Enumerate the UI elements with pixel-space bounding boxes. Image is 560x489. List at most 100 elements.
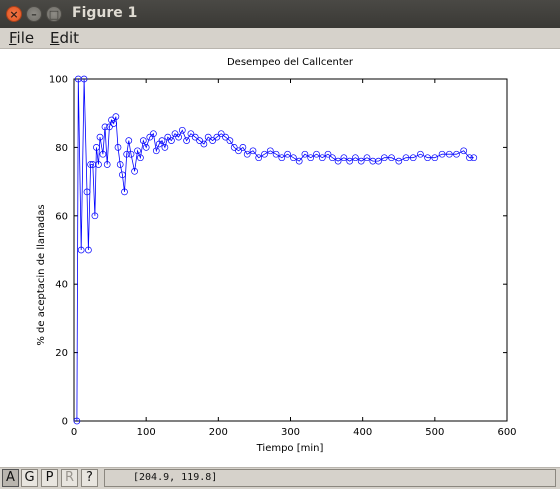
data-point [80, 75, 88, 83]
data-point [204, 133, 212, 141]
window-title: Figure 1 [72, 5, 138, 21]
toolbar-button-a[interactable]: A [2, 469, 19, 487]
data-point [142, 144, 150, 151]
data-point [146, 133, 154, 141]
data-point [375, 157, 382, 165]
data-point [417, 150, 424, 158]
data-point [134, 147, 141, 155]
toolbar-button-g[interactable]: G [21, 469, 38, 487]
data-point [453, 150, 460, 158]
y-axis-label: % de aceptacin de llamadas [36, 204, 47, 345]
data-point [466, 154, 473, 162]
axes-frame [73, 78, 508, 422]
data-point [187, 130, 195, 138]
data-point [85, 246, 92, 254]
y-tick-label: 100 [49, 75, 68, 86]
data-point [346, 157, 354, 165]
data-point [93, 144, 100, 151]
data-point [470, 154, 478, 162]
series-line [76, 78, 474, 422]
data-point [249, 147, 257, 155]
data-point [460, 147, 468, 155]
data-point [243, 150, 251, 158]
data-point [209, 137, 216, 144]
x-tick-label: 300 [281, 427, 300, 438]
data-point [123, 150, 131, 158]
data-point [150, 130, 157, 138]
data-point [114, 144, 122, 151]
data-point [200, 140, 208, 148]
toolbar-button-p[interactable]: P [41, 469, 58, 487]
data-point [175, 133, 182, 141]
data-point [95, 161, 102, 168]
data-point [438, 150, 446, 158]
x-tick-label: 200 [209, 427, 228, 438]
toolbar-button-help[interactable]: ? [81, 469, 98, 487]
data-point [139, 137, 147, 144]
data-point [255, 154, 263, 162]
data-point [340, 154, 348, 162]
data-point [125, 137, 133, 144]
data-point [168, 137, 175, 144]
data-point [191, 133, 199, 141]
data-point [119, 171, 126, 179]
menu-edit[interactable]: Edit [50, 29, 79, 47]
y-tick-label: 20 [55, 348, 68, 359]
maximize-icon[interactable]: □ [46, 6, 62, 22]
y-tick-label: 80 [55, 143, 68, 154]
data-point [295, 157, 303, 165]
toolbar-button-r: R [61, 469, 78, 487]
data-point [91, 212, 99, 220]
data-point [334, 157, 342, 165]
data-point [272, 150, 280, 158]
data-point [73, 417, 81, 425]
x-tick-label: 100 [137, 427, 156, 438]
data-point [127, 150, 135, 158]
data-point [278, 154, 286, 162]
data-point [137, 154, 144, 162]
menu-edit-label: dit [59, 29, 80, 47]
data-point [388, 154, 395, 162]
data-point [307, 154, 315, 162]
menu-file[interactable]: File [9, 29, 34, 47]
data-point [103, 161, 111, 168]
data-point [178, 126, 186, 134]
data-point [152, 147, 160, 155]
data-point [329, 154, 336, 162]
data-point [239, 144, 247, 151]
close-icon[interactable]: × [6, 6, 22, 22]
data-point [110, 120, 118, 127]
y-tick-label: 0 [62, 417, 68, 428]
data-point [324, 150, 332, 158]
minimize-icon[interactable]: – [26, 6, 42, 22]
data-point [222, 133, 229, 141]
x-tick-label: 400 [353, 427, 372, 438]
data-point [445, 150, 453, 158]
figure-canvas[interactable]: Desempeo del Callcenter 0 100 200 300 400 500… [0, 49, 560, 467]
data-point [158, 137, 166, 144]
data-point [431, 154, 439, 162]
menu-file-accelerator: F [9, 29, 17, 47]
data-point [301, 150, 309, 158]
data-point [230, 144, 238, 151]
data-point [196, 137, 203, 144]
data-point [235, 147, 242, 155]
data-point [213, 133, 221, 141]
cursor-coordinates: [204.9, 119.8] [104, 469, 556, 487]
menu-edit-accelerator: E [50, 29, 60, 47]
data-point [96, 133, 104, 141]
data-point [261, 150, 268, 158]
y-tick-label: 40 [55, 280, 68, 291]
data-point [217, 130, 225, 138]
data-point [106, 123, 113, 131]
data-point [318, 154, 326, 162]
data-point [77, 246, 85, 254]
x-axis-label: Tiempo [min] [256, 443, 324, 454]
y-tick-label: 60 [55, 211, 68, 222]
data-point [161, 144, 169, 151]
data-point [112, 113, 120, 120]
data-point [183, 137, 190, 144]
data-point [87, 161, 94, 168]
menu-file-label: ile [16, 29, 35, 47]
figure-toolbar: A G P R? [204.9, 119.8] [0, 467, 560, 489]
